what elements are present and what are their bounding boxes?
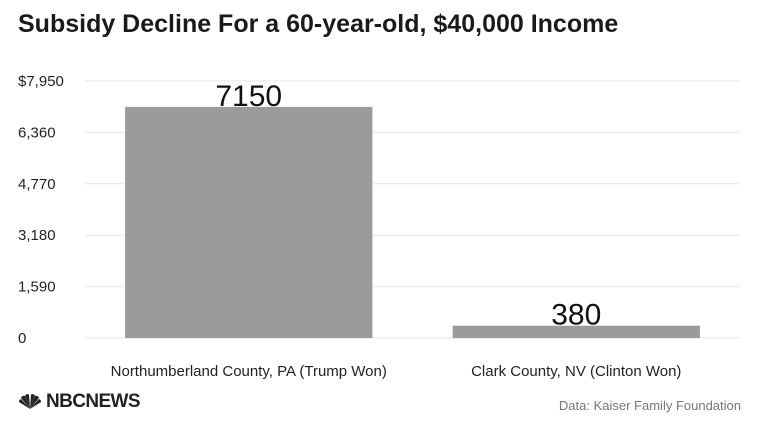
data-label: 380 [551,299,601,332]
bar [125,106,373,338]
y-tick-label: 4,770 [18,176,56,193]
chart-title: Subsidy Decline For a 60-year-old, $40,0… [18,10,619,38]
bar [452,325,700,338]
data-label: 7150 [215,80,282,113]
x-tick-label: Northumberland County, PA (Trump Won) [111,363,387,380]
y-tick-label: 1,590 [18,279,56,296]
nbc-news-logo: NBCNEWS [18,391,141,413]
nbc-peacock-icon [18,394,42,409]
nbc-news-logo-text: NBCNEWS [46,391,141,412]
x-tick-label: Clark County, NV (Clinton Won) [471,363,681,380]
y-tick-label: 0 [18,330,26,347]
y-tick-label: $7,950 [18,73,64,90]
y-tick-label: 3,180 [18,227,56,244]
y-tick-label: 6,360 [18,124,56,141]
source-note: Data: Kaiser Family Foundation [558,398,741,413]
